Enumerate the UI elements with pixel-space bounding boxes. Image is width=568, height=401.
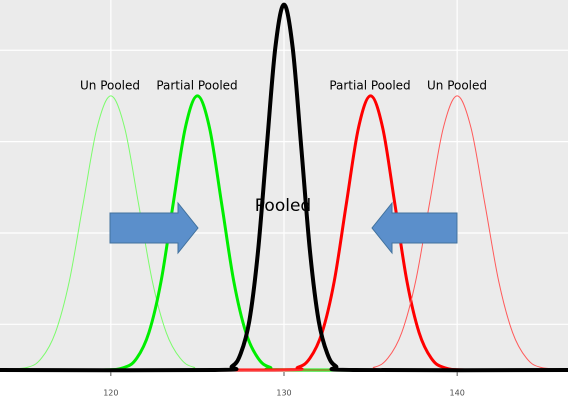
density-line <box>0 2 568 373</box>
density-line <box>0 94 568 372</box>
density-line <box>0 94 568 372</box>
lines <box>0 2 568 373</box>
x-tick-label: 130 <box>276 389 291 398</box>
annotation: Un Pooled <box>80 79 140 93</box>
x-tick-label: 120 <box>103 389 118 398</box>
grid <box>0 0 568 372</box>
annotation: Partial Pooled <box>329 79 410 93</box>
annotation: Un Pooled <box>427 79 487 93</box>
arrows <box>109 201 458 255</box>
x-tick-label: 140 <box>450 389 465 398</box>
arrow-right <box>109 201 199 255</box>
annotation: Pooled <box>255 196 311 216</box>
annotation: Partial Pooled <box>156 79 237 93</box>
arrow-left <box>371 201 458 255</box>
